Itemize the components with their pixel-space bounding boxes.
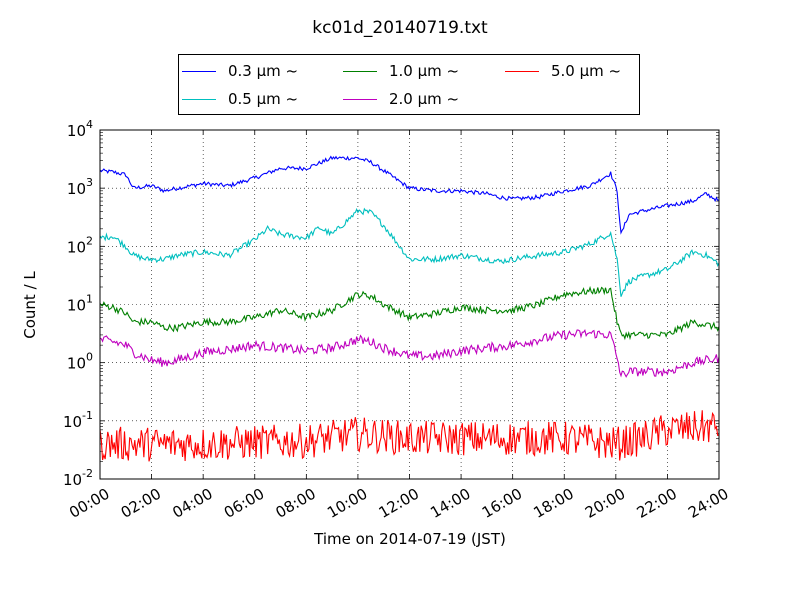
legend-swatch xyxy=(505,70,539,72)
x-tick-label: 22:00 xyxy=(634,485,680,522)
x-tick-label: 16:00 xyxy=(479,485,525,522)
x-tick-label: 08:00 xyxy=(272,485,318,522)
legend-swatch xyxy=(182,98,216,100)
y-tick-label: 102 xyxy=(67,234,93,256)
legend-item-5-0um: 5.0 μm ~ xyxy=(505,60,621,82)
y-tick-label: 100 xyxy=(67,351,93,373)
legend-item-0-3um: 0.3 μm ~ xyxy=(182,60,298,82)
plot-area xyxy=(100,155,719,462)
series-line-1 xyxy=(100,207,719,297)
x-tick-label: 14:00 xyxy=(427,485,473,522)
legend-label: 0.5 μm ~ xyxy=(228,90,299,108)
legend-item-2-0um: 2.0 μm ~ xyxy=(343,88,459,110)
y-tick-label: 104 xyxy=(67,118,93,140)
x-tick-label: 12:00 xyxy=(376,485,422,522)
legend-label: 1.0 μm ~ xyxy=(389,62,460,80)
x-tick-label: 06:00 xyxy=(221,485,267,522)
x-tick-label: 04:00 xyxy=(169,485,215,522)
plot-frame xyxy=(99,129,720,480)
x-tick-label: 20:00 xyxy=(582,485,628,522)
x-axis-label: Time on 2014-07-19 (JST) xyxy=(314,530,506,548)
x-tick-label: 24:00 xyxy=(685,485,731,522)
series-line-0 xyxy=(100,155,719,235)
legend-swatch xyxy=(182,70,216,72)
x-tick-label: 02:00 xyxy=(118,485,164,522)
x-tick-label: 18:00 xyxy=(530,485,576,522)
legend: 0.3 μm ~ 0.5 μm ~ 1.0 μm ~ 2.0 μm ~ 5.0 … xyxy=(178,54,640,115)
legend-label: 5.0 μm ~ xyxy=(551,62,622,80)
y-tick-label: 10-2 xyxy=(63,467,93,489)
legend-label: 2.0 μm ~ xyxy=(389,90,460,108)
chart-title: kc01d_20140719.txt xyxy=(312,18,488,38)
legend-swatch xyxy=(343,70,377,72)
series-line-3 xyxy=(100,328,719,378)
y-tick-label: 101 xyxy=(67,293,93,315)
legend-swatch xyxy=(343,98,377,100)
series-line-4 xyxy=(100,410,719,462)
legend-label: 0.3 μm ~ xyxy=(228,62,299,80)
y-tick-label: 10-1 xyxy=(63,409,93,431)
x-tick-label: 00:00 xyxy=(66,485,112,522)
y-tick-label: 103 xyxy=(67,176,93,198)
series-line-2 xyxy=(100,285,719,341)
legend-item-0-5um: 0.5 μm ~ xyxy=(182,88,298,110)
y-axis-label: Count / L xyxy=(21,271,39,339)
x-tick-label: 10:00 xyxy=(324,485,370,522)
legend-item-1-0um: 1.0 μm ~ xyxy=(343,60,459,82)
